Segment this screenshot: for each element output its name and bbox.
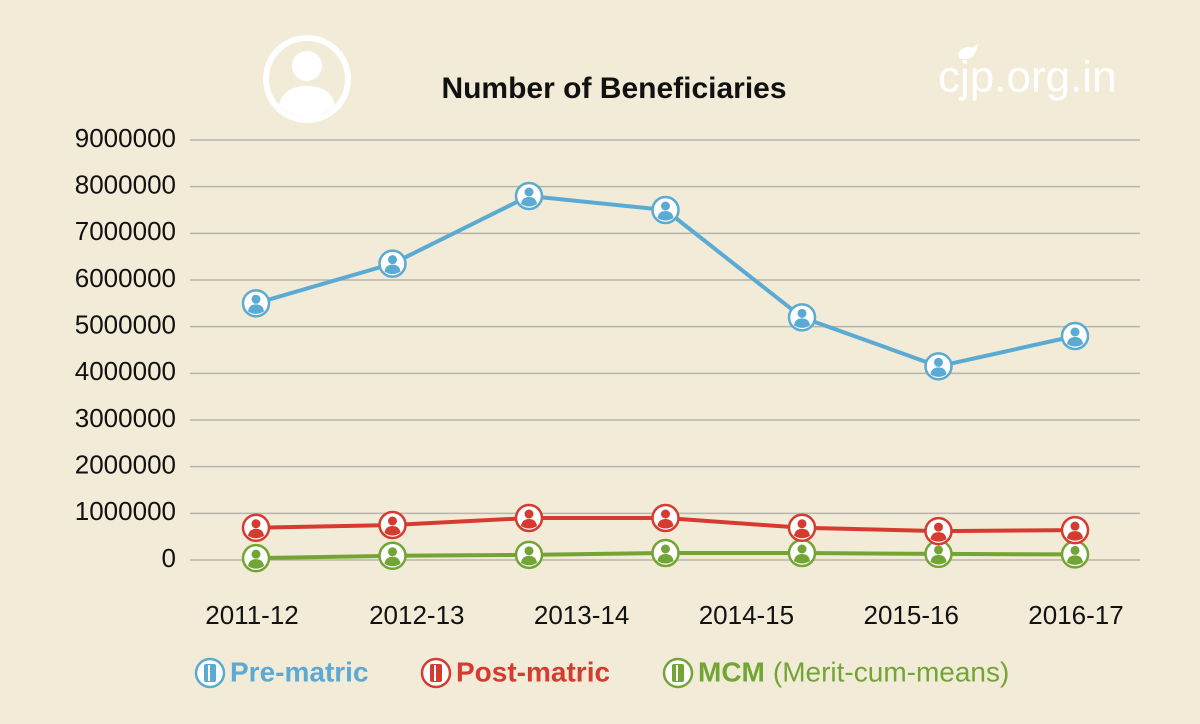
point-icon-head <box>661 201 670 211</box>
legend-note: (Merit-cum-means) <box>773 656 1009 687</box>
legend-label: Post-matric <box>456 656 610 687</box>
legend-item: Pre-matric <box>194 656 369 689</box>
point-icon-body <box>1067 555 1083 565</box>
point-icon-body <box>1067 337 1083 347</box>
brand-logo: cjp.org.in <box>938 44 1117 102</box>
series-markers <box>241 538 1090 573</box>
point-icon-head <box>934 357 943 367</box>
point-icon-body <box>248 559 264 569</box>
point-icon-head <box>934 545 943 555</box>
y-tick-label: 3000000 <box>75 403 176 433</box>
x-tick-label: 2011-12 <box>205 600 299 630</box>
point-icon-head <box>797 308 807 318</box>
point-icon-body <box>384 556 401 567</box>
point-icon-body <box>657 519 674 529</box>
point-icon-body <box>384 264 401 275</box>
point-icon-body <box>521 555 537 566</box>
point-icon-body <box>794 554 810 564</box>
y-tick-label: 1000000 <box>75 496 176 526</box>
point-icon-head <box>388 255 397 265</box>
y-tick-label: 2000000 <box>75 450 176 480</box>
point-icon-head <box>661 544 670 554</box>
x-tick-label: 2014-15 <box>699 600 794 630</box>
profile-icon <box>263 35 351 123</box>
x-tick-label: 2015-16 <box>863 600 958 630</box>
y-tick-label: 6000000 <box>75 263 176 293</box>
point-icon-head <box>797 519 807 529</box>
point-icon-body <box>1067 531 1083 541</box>
point-icon-head <box>251 519 261 529</box>
point-icon-head <box>1070 327 1080 337</box>
point-icon-head <box>1070 545 1080 555</box>
point-icon-head <box>524 187 534 197</box>
brand-text: cjp.org.in <box>938 53 1117 102</box>
point-icon-body <box>521 197 537 207</box>
y-tick-label: 0 <box>162 543 176 573</box>
point-icon-head <box>661 509 670 519</box>
series-markers <box>241 181 1090 381</box>
point-icon-body <box>930 554 947 565</box>
chart-title: Number of Beneficiaries <box>441 72 786 105</box>
point-icon-head <box>251 549 261 559</box>
point-icon-head <box>388 547 397 557</box>
point-icon-body <box>657 211 674 221</box>
series-markers <box>241 503 1090 546</box>
point-icon-head <box>251 294 261 304</box>
point-icon-body <box>794 318 810 328</box>
legend-item: Post-matric <box>420 656 610 689</box>
point-icon-head <box>934 522 943 532</box>
point-icon-head <box>524 546 534 556</box>
point-icon-body <box>521 519 537 529</box>
y-tick-label: 5000000 <box>75 310 176 340</box>
y-tick-label: 8000000 <box>75 170 176 200</box>
point-icon-body <box>384 526 401 536</box>
legend-label: MCM <box>698 656 765 687</box>
point-icon-body <box>657 554 674 564</box>
point-icon-head <box>797 544 807 554</box>
y-tick-label: 7000000 <box>75 216 176 246</box>
point-icon-head <box>524 509 534 519</box>
point-icon-head <box>1070 521 1080 531</box>
legend-label: Pre-matric <box>230 656 369 687</box>
legend-item: MCM (Merit-cum-means) <box>662 656 1009 689</box>
point-icon-body <box>248 304 264 314</box>
y-tick-label: 9000000 <box>75 123 176 153</box>
point-icon-body <box>930 532 947 542</box>
x-tick-label: 2013-14 <box>534 600 629 630</box>
x-tick-label: 2016-17 <box>1028 600 1123 630</box>
point-icon-body <box>248 528 264 539</box>
point-icon-head <box>388 516 397 526</box>
y-tick-label: 4000000 <box>75 356 176 386</box>
x-tick-label: 2012-13 <box>369 600 464 630</box>
point-icon-body <box>794 528 810 539</box>
point-icon-body <box>930 367 947 377</box>
